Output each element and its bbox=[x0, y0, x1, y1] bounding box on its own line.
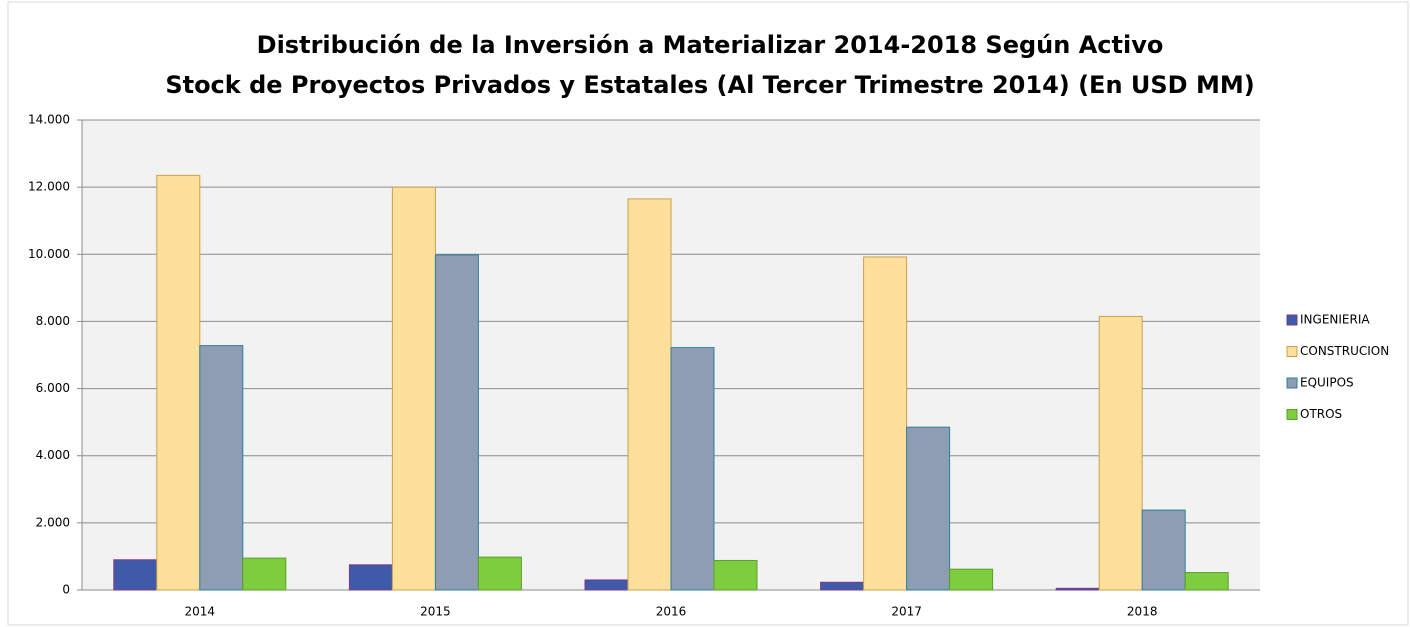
bar bbox=[1184, 572, 1229, 591]
y-tick-label: 8.000 bbox=[36, 314, 70, 328]
bar bbox=[348, 564, 393, 591]
bar bbox=[820, 581, 865, 591]
bar bbox=[627, 198, 672, 591]
legend-label: CONSTRUCION bbox=[1300, 344, 1389, 358]
chart-title: Distribución de la Inversión a Materiali… bbox=[257, 31, 1164, 59]
bar bbox=[713, 559, 758, 591]
legend-swatch bbox=[1286, 409, 1298, 420]
y-tick-label: 6.000 bbox=[36, 381, 70, 395]
bar bbox=[199, 345, 244, 591]
bar bbox=[863, 256, 908, 591]
y-tick-label: 12.000 bbox=[28, 180, 70, 194]
bar bbox=[434, 254, 479, 591]
bar bbox=[670, 347, 715, 591]
bar bbox=[949, 568, 994, 591]
x-tick-label: 2016 bbox=[656, 605, 687, 619]
legend-label: INGENIERIA bbox=[1300, 313, 1370, 327]
x-tick-label: 2017 bbox=[891, 605, 922, 619]
bar bbox=[906, 426, 951, 591]
bar bbox=[1098, 315, 1143, 591]
bar bbox=[242, 557, 287, 591]
legend-swatch bbox=[1286, 314, 1298, 326]
legend-label: OTROS bbox=[1300, 407, 1342, 421]
chart-subtitle: Stock de Proyectos Privados y Estatales … bbox=[165, 71, 1254, 99]
bar bbox=[584, 579, 629, 591]
y-tick-label: 4.000 bbox=[36, 448, 70, 462]
bar bbox=[156, 174, 201, 591]
legend-swatch bbox=[1286, 377, 1298, 389]
bar bbox=[477, 556, 522, 591]
legend-label: EQUIPOS bbox=[1300, 376, 1354, 390]
bar bbox=[1055, 587, 1100, 591]
y-tick-label: 2.000 bbox=[36, 515, 70, 529]
x-tick-label: 2014 bbox=[185, 605, 216, 619]
y-tick-label: 0 bbox=[62, 583, 70, 597]
bar bbox=[1141, 509, 1186, 591]
x-tick-label: 2015 bbox=[420, 605, 451, 619]
y-tick-label: 14.000 bbox=[28, 113, 70, 127]
bar bbox=[113, 559, 158, 591]
x-tick-label: 2018 bbox=[1127, 605, 1158, 619]
legend-swatch bbox=[1286, 346, 1298, 357]
y-tick-label: 10.000 bbox=[28, 247, 70, 261]
bar bbox=[391, 186, 436, 591]
